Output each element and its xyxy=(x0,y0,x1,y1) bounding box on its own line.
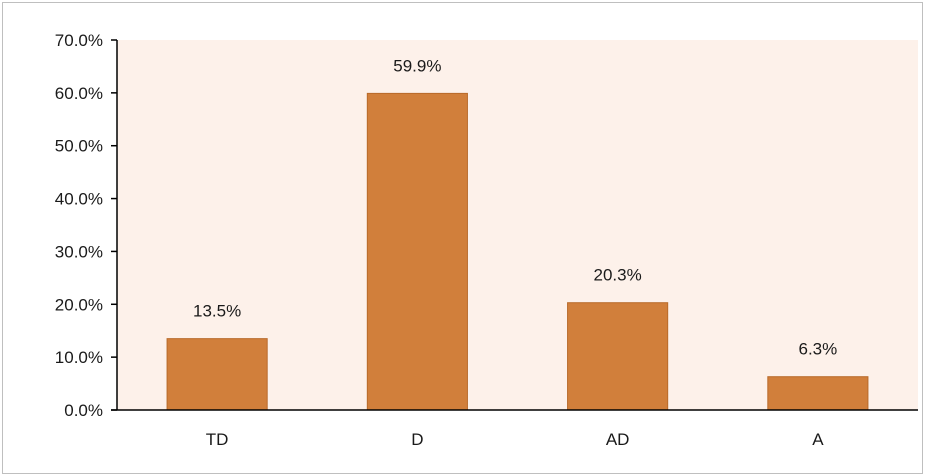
y-tick-label: 70.0% xyxy=(55,31,103,50)
y-tick-label: 10.0% xyxy=(55,348,103,367)
bar-td xyxy=(166,338,268,411)
data-labels: 13.5% 59.9% 20.3% 6.3% xyxy=(193,56,837,358)
y-tick-label: 20.0% xyxy=(55,295,103,314)
data-label-d: 59.9% xyxy=(393,56,441,75)
y-tick-label: 50.0% xyxy=(55,137,103,156)
x-tick-label-a: A xyxy=(812,430,824,449)
bar-ad xyxy=(567,302,669,411)
bar-chart: 0.0%10.0%20.0%30.0%40.0%50.0%60.0%70.0% … xyxy=(55,31,918,449)
x-tick-label-d: D xyxy=(411,430,423,449)
y-tick-label: 0.0% xyxy=(64,401,103,420)
data-label-td: 13.5% xyxy=(193,302,241,321)
x-tick-label-td: TD xyxy=(206,430,229,449)
y-tick-label: 40.0% xyxy=(55,190,103,209)
x-axis-ticks: TD D AD A xyxy=(206,430,824,449)
bars xyxy=(166,92,869,411)
y-tick-label: 60.0% xyxy=(55,84,103,103)
y-axis-ticks: 0.0% 10.0% 20.0% 30.0% 40.0% 50.0% 60.0% 70.0% xyxy=(55,31,117,420)
x-tick-label-ad: AD xyxy=(606,430,630,449)
bar-d xyxy=(366,92,468,411)
data-label-a: 6.3% xyxy=(799,340,838,359)
bar-a xyxy=(767,376,869,411)
y-tick-label: 30.0% xyxy=(55,242,103,261)
data-label-ad: 20.3% xyxy=(594,266,642,285)
